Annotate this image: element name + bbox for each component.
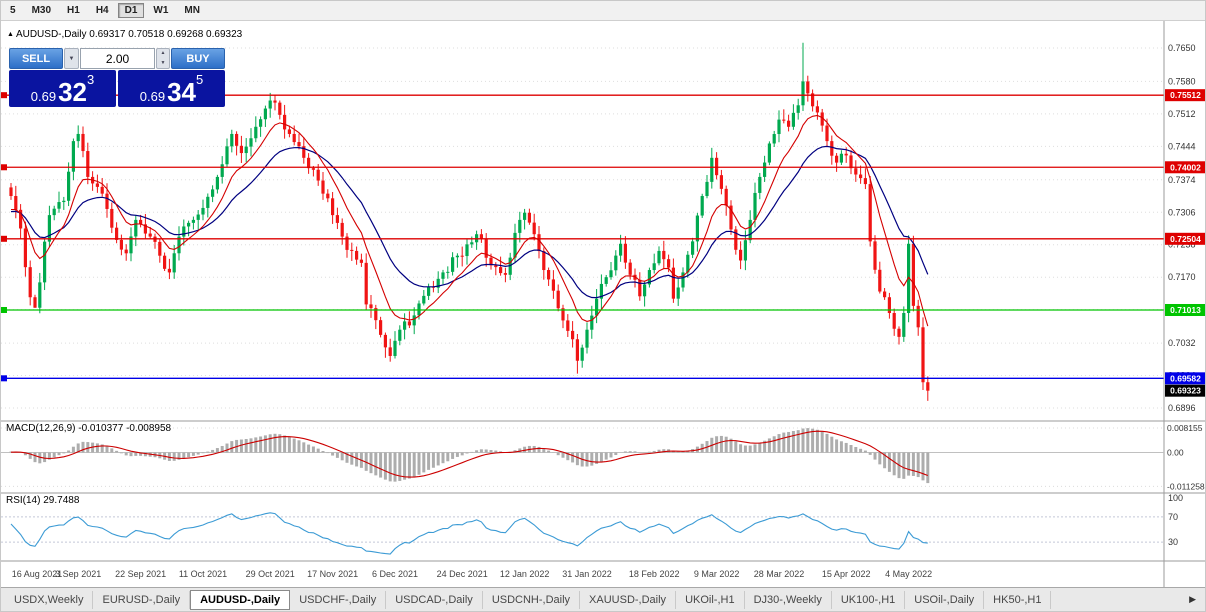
chart-tab-bar: USDX,Weekly EURUSD-,Daily AUDUSD-,Daily USD… — [1, 587, 1205, 611]
svg-text:24 Dec 2021: 24 Dec 2021 — [437, 569, 488, 579]
svg-text:0.7444: 0.7444 — [1168, 141, 1196, 151]
rsi-panel — [1, 512, 1164, 555]
ma-fast-line — [10, 114, 929, 327]
timeframe-button-mn[interactable]: MN — [184, 5, 200, 16]
rsi-line — [10, 512, 928, 555]
spinner-up-icon[interactable]: ▲ — [160, 50, 166, 56]
svg-text:0.6896: 0.6896 — [1168, 403, 1196, 413]
buy-price-main: 34 — [167, 76, 196, 107]
lot-spinner[interactable]: ▲ ▼ — [156, 48, 170, 69]
buy-price-pipette: 5 — [196, 72, 204, 87]
svg-text:31 Jan 2022: 31 Jan 2022 — [562, 569, 612, 579]
chart-tab-eurusd-daily[interactable]: EURUSD-,Daily — [93, 590, 191, 609]
lot-size-input[interactable] — [80, 48, 155, 69]
macd-axis: 0.008155 0.00 -0.011258 — [1167, 423, 1205, 491]
timeframe-button-h1[interactable]: H1 — [67, 5, 80, 16]
timeframe-toolbar: 5 M30 H1 H4 D1 W1 MN — [1, 1, 1205, 21]
chart-tab-list: USDX,Weekly EURUSD-,Daily AUDUSD-,Daily USD… — [5, 588, 1184, 611]
svg-text:0.69582: 0.69582 — [1170, 373, 1201, 383]
chart-tab-usdcad-daily[interactable]: USDCAD-,Daily — [386, 590, 483, 609]
chart-tab-uk100-h1[interactable]: UK100-,H1 — [832, 590, 906, 609]
svg-text:28 Mar 2022: 28 Mar 2022 — [754, 569, 805, 579]
chart-background — [1, 21, 1205, 589]
svg-text:70: 70 — [1168, 512, 1178, 522]
sell-button[interactable]: SELL — [9, 48, 63, 69]
svg-text:0.72504: 0.72504 — [1170, 234, 1201, 244]
svg-text:0.7032: 0.7032 — [1168, 338, 1196, 348]
sell-price-pipette: 3 — [87, 72, 95, 87]
chart-tab-ukoil-h1[interactable]: UKOil-,H1 — [676, 590, 745, 609]
svg-text:100: 100 — [1168, 493, 1183, 503]
svg-text:0.008155: 0.008155 — [1167, 423, 1203, 433]
timeframe-button-m30[interactable]: M30 — [31, 5, 52, 16]
svg-text:22 Sep 2021: 22 Sep 2021 — [115, 569, 166, 579]
svg-text:18 Feb 2022: 18 Feb 2022 — [629, 569, 680, 579]
ma-slow-line — [10, 145, 929, 299]
chart-tab-xauusd-daily[interactable]: XAUUSD-,Daily — [580, 590, 677, 609]
timeframe-button-d1[interactable]: D1 — [117, 3, 145, 18]
buy-price-display[interactable]: 0.69 34 5 — [118, 70, 225, 107]
svg-text:-0.011258: -0.011258 — [1167, 481, 1205, 491]
buy-price-prefix: 0.69 — [139, 89, 166, 104]
svg-text:0.00: 0.00 — [1167, 447, 1184, 457]
svg-text:0.7374: 0.7374 — [1168, 175, 1196, 185]
svg-text:0.7170: 0.7170 — [1168, 272, 1196, 282]
svg-text:11 Oct 2021: 11 Oct 2021 — [179, 569, 227, 579]
svg-text:0.7512: 0.7512 — [1168, 109, 1196, 119]
sell-price-display[interactable]: 0.69 32 3 — [9, 70, 116, 107]
svg-text:30: 30 — [1168, 537, 1178, 547]
macd-signal-line — [10, 430, 928, 478]
macd-panel — [1, 427, 1164, 487]
spinner-down-icon[interactable]: ▼ — [160, 59, 166, 66]
sell-price-prefix: 0.69 — [30, 89, 57, 104]
chart-tab-usdx-weekly[interactable]: USDX,Weekly — [5, 590, 94, 609]
sell-price-main: 32 — [58, 76, 87, 107]
chart-tab-usdchf-daily[interactable]: USDCHF-,Daily — [290, 590, 387, 609]
timeframe-button-w1[interactable]: W1 — [153, 5, 169, 16]
svg-text:0.71013: 0.71013 — [1170, 305, 1201, 315]
svg-text:4 May 2022: 4 May 2022 — [885, 569, 932, 579]
timeframe-button-h4[interactable]: H4 — [95, 5, 109, 16]
svg-text:16 Aug 2021: 16 Aug 2021 — [12, 569, 63, 579]
svg-text:0.7580: 0.7580 — [1168, 76, 1196, 86]
tab-scroll-right-icon[interactable]: ▶ — [1189, 594, 1196, 604]
svg-text:6 Dec 2021: 6 Dec 2021 — [372, 569, 418, 579]
chart-tab-usdcnh-daily[interactable]: USDCNH-,Daily — [483, 590, 581, 609]
lot-dropdown-icon[interactable]: ▼ — [64, 48, 79, 69]
panel-borders — [1, 21, 1205, 589]
svg-text:12 Jan 2022: 12 Jan 2022 — [500, 569, 550, 579]
timeframe-button-5[interactable]: 5 — [10, 5, 16, 16]
svg-text:0.74002: 0.74002 — [1170, 162, 1201, 172]
chart-tab-usoil-daily[interactable]: USOil-,Daily — [905, 590, 985, 609]
rsi-axis: 100 70 30 — [1168, 493, 1183, 547]
svg-text:0.75512: 0.75512 — [1170, 90, 1201, 100]
chart-tab-audusd-daily[interactable]: AUDUSD-,Daily — [190, 589, 291, 610]
price-tags: 0.75512 0.74002 0.72504 0.71013 0.69582 0.693… — [1165, 89, 1205, 397]
svg-text:9 Mar 2022: 9 Mar 2022 — [694, 569, 740, 579]
svg-text:15 Apr 2022: 15 Apr 2022 — [822, 569, 871, 579]
svg-text:29 Oct 2021: 29 Oct 2021 — [246, 569, 295, 579]
chart-region[interactable]: 16 Aug 2021 3 Sep 2021 22 Sep 2021 11 Oct 2… — [1, 21, 1206, 589]
chart-tab-hk50-h1[interactable]: HK50-,H1 — [984, 590, 1052, 609]
buy-button[interactable]: BUY — [171, 48, 225, 69]
svg-text:0.69323: 0.69323 — [1170, 386, 1201, 396]
svg-text:0.7306: 0.7306 — [1168, 207, 1196, 217]
moving-averages — [10, 114, 929, 327]
svg-text:0.7650: 0.7650 — [1168, 43, 1196, 53]
svg-text:3 Sep 2021: 3 Sep 2021 — [55, 569, 101, 579]
svg-text:17 Nov 2021: 17 Nov 2021 — [307, 569, 358, 579]
chart-tab-dj30-weekly[interactable]: DJ30-,Weekly — [745, 590, 832, 609]
